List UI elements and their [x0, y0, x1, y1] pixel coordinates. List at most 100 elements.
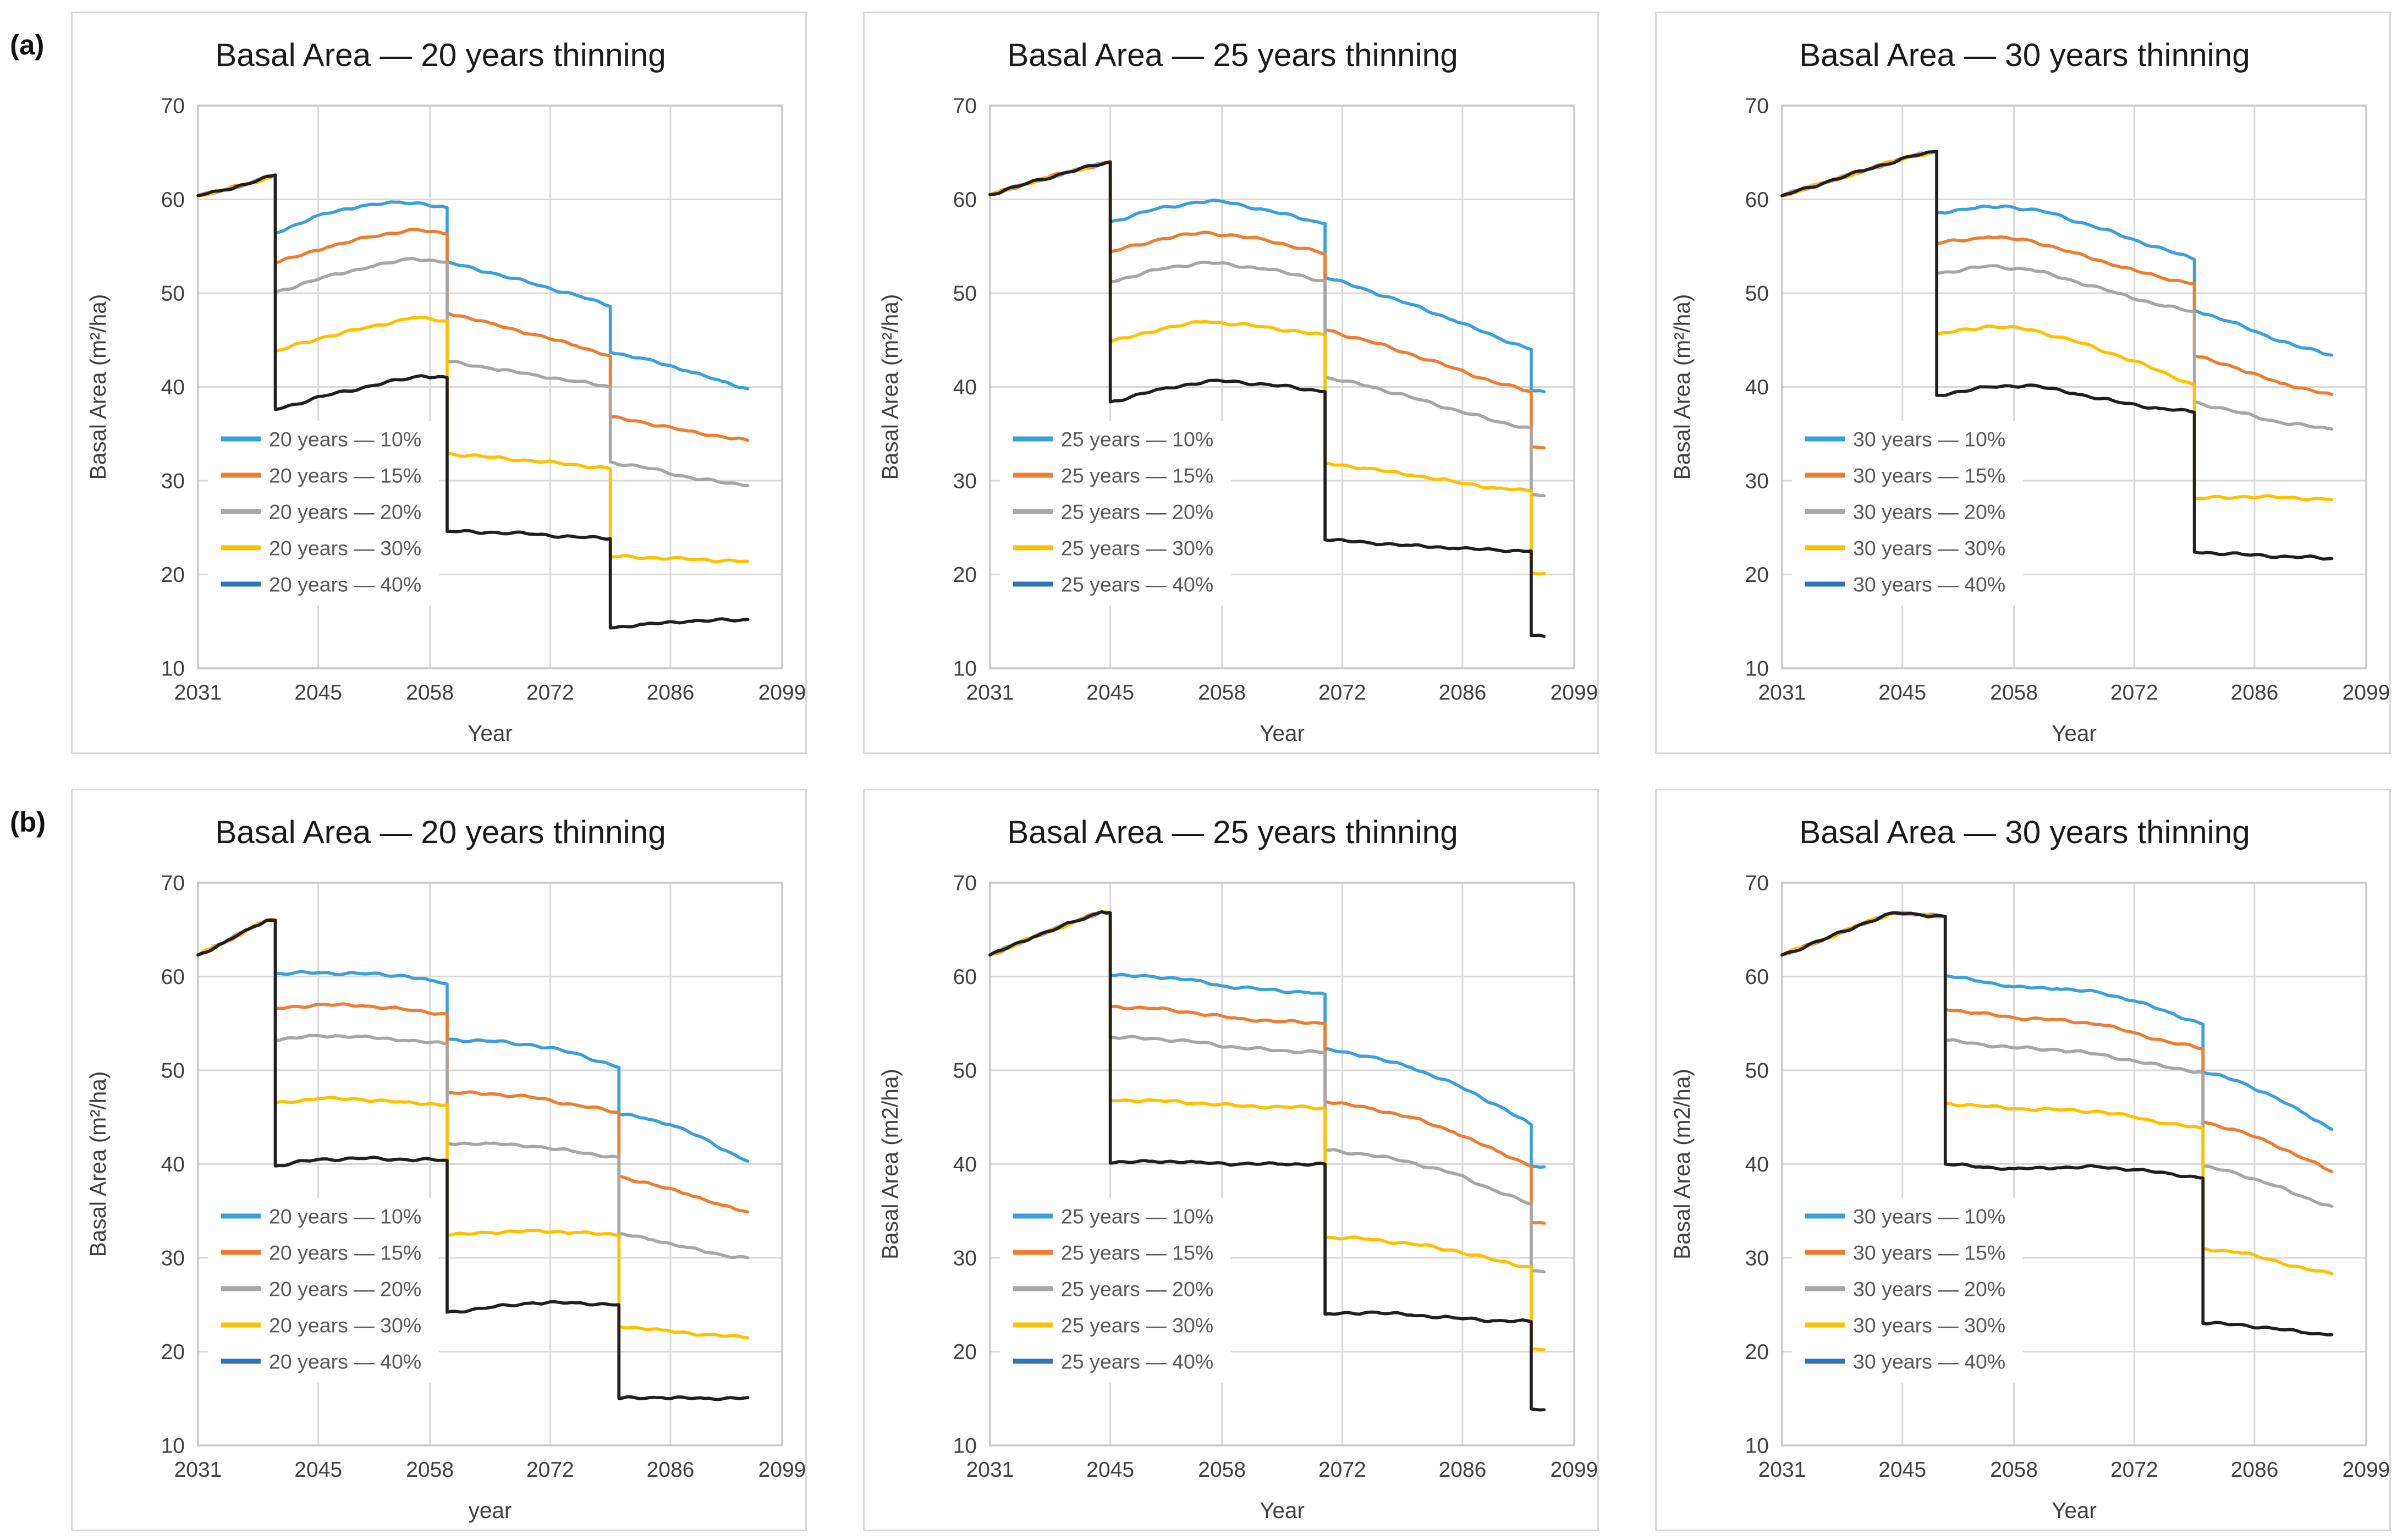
legend: 30 years — 10% 30 years — 15% 30 years — 2… [1792, 1198, 2023, 1383]
chart-canvas: 25 years — 10% 25 years — 15% 25 years — 2… [877, 37, 1598, 746]
x-tick-label: 2072 [1318, 681, 1366, 705]
x-tick-label: 2086 [647, 681, 695, 705]
legend-label: 20 years — 20% [269, 501, 421, 524]
y-tick-label: 20 [953, 563, 977, 587]
legend-label: 20 years — 15% [269, 1241, 421, 1264]
legend-label: 20 years — 30% [269, 1314, 421, 1337]
y-tick-label: 50 [953, 282, 977, 306]
y-tick-label: 20 [161, 563, 185, 587]
panel-label-b: (b) [10, 807, 46, 838]
y-axis-label: Basal Area (m²/ha) [85, 294, 111, 480]
y-axis-label: Basal Area (m²/ha) [85, 1071, 111, 1257]
series-line-p15 [988, 160, 1546, 450]
x-tick-label: 2031 [1758, 681, 1806, 705]
chart-title: Basal Area — 25 years thinning [1007, 37, 1458, 73]
y-tick-label: 70 [1745, 95, 1769, 118]
series-line-p10 [988, 910, 1546, 1169]
legend-label: 30 years — 15% [1853, 1241, 2005, 1264]
x-tick-label: 2072 [2110, 1458, 2158, 1482]
y-tick-label: 50 [161, 282, 185, 306]
legend-label: 20 years — 20% [269, 1278, 421, 1301]
legend-label: 30 years — 20% [1853, 1278, 2005, 1301]
plot-border [989, 882, 1575, 1447]
legend-label: 20 years — 40% [269, 573, 421, 596]
chart-title: Basal Area — 30 years thinning [1799, 37, 2250, 73]
x-tick-label: 2072 [526, 1458, 574, 1482]
y-tick-label: 50 [161, 1059, 185, 1083]
y-tick-label: 40 [161, 1153, 185, 1176]
x-tick-label: 2045 [294, 1458, 342, 1482]
legend: 20 years — 10% 20 years — 15% 20 years — 2… [208, 1198, 439, 1383]
x-tick-label: 2058 [1198, 1458, 1246, 1482]
x-tick-label: 2099 [758, 1458, 806, 1482]
x-tick-label: 2045 [294, 681, 342, 705]
plot-border [197, 882, 783, 1447]
x-tick-label: 2058 [1990, 1458, 2038, 1482]
y-tick-label: 70 [953, 872, 977, 895]
y-tick-label: 50 [1745, 282, 1769, 306]
legend-label: 30 years — 20% [1853, 501, 2005, 524]
legend-label: 25 years — 20% [1061, 1278, 1213, 1301]
series-line-p20 [196, 173, 750, 487]
x-tick-label: 2086 [2231, 681, 2279, 705]
legend-label: 30 years — 40% [1853, 573, 2005, 596]
y-axis-label: Basal Area (m²/ha) [1669, 294, 1695, 480]
y-tick-label: 40 [1745, 376, 1769, 399]
x-tick-label: 2031 [966, 681, 1014, 705]
series-line-p40 [988, 910, 1546, 1412]
legend-label: 20 years — 15% [269, 464, 421, 487]
x-tick-label: 2058 [406, 1458, 454, 1482]
chart-title: Basal Area — 30 years thinning [1799, 815, 2250, 850]
y-tick-label: 70 [161, 872, 185, 895]
x-tick-label: 2072 [2110, 681, 2158, 705]
x-axis-label: Year [2052, 721, 2097, 746]
legend-label: 30 years — 40% [1853, 1350, 2005, 1373]
series-line-p10 [988, 160, 1546, 393]
y-tick-label: 30 [161, 470, 185, 493]
x-tick-label: 2045 [1086, 681, 1134, 705]
y-tick-label: 10 [161, 657, 185, 681]
series-line-p40 [1780, 911, 2334, 1336]
x-tick-label: 2058 [406, 681, 454, 705]
plot-border [197, 105, 783, 669]
x-tick-label: 2099 [2343, 681, 2390, 705]
y-tick-label: 30 [1745, 1247, 1769, 1270]
chart-title: Basal Area — 20 years thinning [215, 815, 666, 850]
y-axis-label: Basal Area (m2/ha) [1669, 1069, 1695, 1260]
y-tick-label: 10 [1745, 657, 1769, 681]
series-line-p40 [1780, 150, 2334, 561]
y-tick-label: 10 [161, 1434, 185, 1458]
series-line-p20 [1780, 910, 2334, 1208]
chart-title: Basal Area — 20 years thinning [215, 37, 666, 73]
x-tick-label: 2058 [1990, 681, 2038, 705]
series-line-p20 [196, 919, 750, 1260]
series-line-p15 [196, 173, 750, 442]
x-axis-label: Year [1260, 721, 1305, 746]
chart-panel-a-20-years: 20 years — 10% 20 years — 15% 20 years — 2… [71, 12, 807, 754]
chart-panel-a-25-years: 25 years — 10% 25 years — 15% 25 years — 2… [863, 12, 1599, 754]
y-tick-label: 60 [161, 965, 185, 989]
y-tick-label: 20 [1745, 563, 1769, 587]
legend-label: 30 years — 10% [1853, 428, 2005, 451]
legend-label: 20 years — 30% [269, 537, 421, 560]
y-tick-label: 30 [953, 1247, 977, 1270]
legend-label: 25 years — 10% [1061, 1205, 1213, 1228]
series-line-p10 [196, 919, 750, 1163]
x-tick-label: 2086 [647, 1458, 695, 1482]
x-axis-label: Year [2052, 1498, 2097, 1523]
series-line-p10 [196, 173, 750, 391]
legend-label: 25 years — 30% [1061, 537, 1213, 560]
legend-label: 25 years — 10% [1061, 428, 1213, 451]
legend-label: 20 years — 40% [269, 1350, 421, 1373]
legend-label: 25 years — 30% [1061, 1314, 1213, 1337]
series-line-p40 [988, 160, 1546, 638]
x-axis-label: year [469, 1498, 512, 1523]
x-tick-label: 2099 [1551, 681, 1598, 705]
series-line-p40 [196, 919, 750, 1401]
x-axis-label: Year [468, 721, 513, 746]
y-tick-label: 10 [953, 657, 977, 681]
x-tick-label: 2031 [174, 1458, 222, 1482]
chart-panel-a-30-years: 30 years — 10% 30 years — 15% 30 years — 2… [1655, 12, 2391, 754]
x-tick-label: 2086 [1439, 1458, 1487, 1482]
